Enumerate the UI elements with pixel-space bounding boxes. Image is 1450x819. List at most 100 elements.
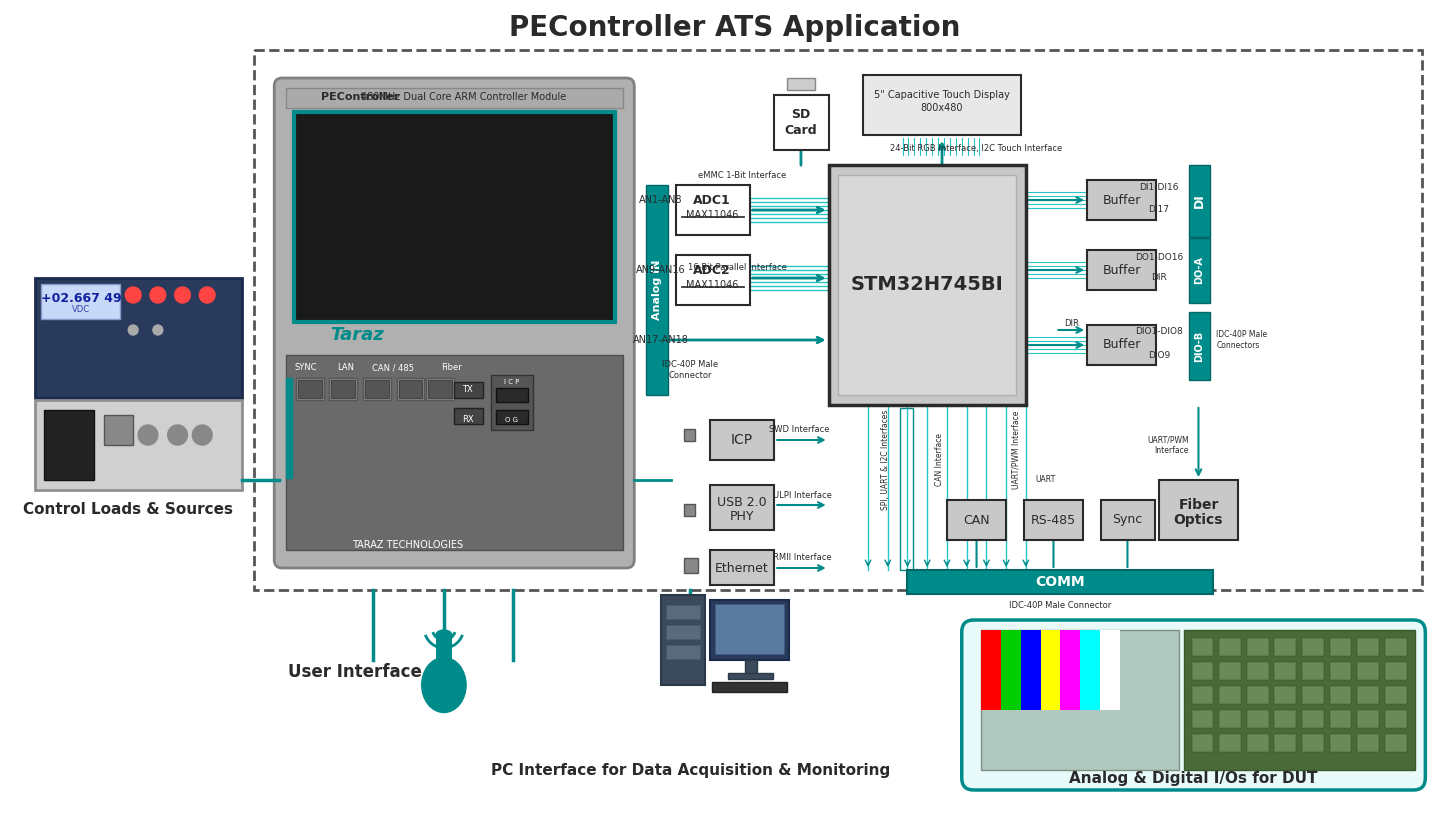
Bar (42, 284, 120, 319)
Bar (1192, 638, 1214, 656)
Bar (426, 378, 454, 400)
Bar (1330, 710, 1351, 728)
Bar (396, 378, 425, 400)
Text: RS-485: RS-485 (1031, 514, 1076, 527)
Bar (1088, 325, 1156, 365)
Text: 5" Capacitive Touch Display: 5" Capacitive Touch Display (874, 90, 1011, 100)
Bar (45, 410, 94, 480)
Bar (647, 185, 668, 395)
Text: DI17: DI17 (1148, 206, 1170, 215)
Bar (1183, 630, 1415, 770)
Bar (1219, 686, 1241, 704)
Bar (286, 355, 624, 550)
Text: Buffer: Buffer (1102, 193, 1141, 206)
Bar (666, 645, 700, 659)
Bar (715, 604, 784, 654)
Bar (1302, 638, 1324, 656)
Text: CAN Interface: CAN Interface (935, 433, 944, 486)
Text: SWD Interface: SWD Interface (768, 426, 829, 435)
Bar (399, 380, 422, 398)
Bar (296, 378, 323, 400)
Text: ADC1: ADC1 (693, 193, 731, 206)
Bar (1357, 686, 1379, 704)
Bar (899, 408, 914, 570)
Bar (1275, 638, 1296, 656)
Bar (774, 95, 828, 150)
FancyBboxPatch shape (274, 78, 634, 568)
Ellipse shape (422, 658, 465, 713)
Bar (1192, 710, 1214, 728)
Text: PEController ATS Application: PEController ATS Application (509, 14, 960, 42)
Bar (286, 88, 624, 108)
Text: IDC-40P Male
Connectors: IDC-40P Male Connectors (1217, 330, 1267, 350)
Bar (1330, 686, 1351, 704)
Text: +02.667 49: +02.667 49 (41, 292, 122, 305)
Bar (1088, 180, 1156, 220)
Text: Analog & Digital I/Os for DUT: Analog & Digital I/Os for DUT (1069, 771, 1318, 785)
Bar (1385, 662, 1406, 680)
Text: UART/PWM
Interface: UART/PWM Interface (1147, 436, 1189, 455)
Bar (947, 500, 1006, 540)
Bar (982, 630, 1000, 710)
Circle shape (174, 287, 190, 303)
Text: User Interface: User Interface (289, 663, 422, 681)
Bar (1385, 686, 1406, 704)
Text: IDC-40P Male Connector: IDC-40P Male Connector (1009, 600, 1112, 609)
Bar (365, 380, 389, 398)
Bar (1330, 734, 1351, 752)
Bar (710, 420, 774, 460)
Bar (1357, 734, 1379, 752)
Bar (1357, 638, 1379, 656)
Text: LAN: LAN (336, 364, 354, 373)
Bar (1330, 638, 1351, 656)
Text: Analog IN: Analog IN (652, 260, 663, 320)
Circle shape (199, 287, 215, 303)
Bar (982, 630, 1179, 770)
Text: DIR: DIR (1064, 319, 1079, 328)
Text: TX: TX (463, 386, 473, 395)
Bar (1041, 630, 1060, 710)
Text: PC Interface for Data Acquisition & Monitoring: PC Interface for Data Acquisition & Moni… (492, 762, 890, 777)
FancyBboxPatch shape (961, 620, 1425, 790)
Bar (436, 635, 452, 685)
Bar (683, 558, 699, 573)
Text: DIO1-DIO8: DIO1-DIO8 (1135, 328, 1183, 337)
Text: DO-A: DO-A (1195, 256, 1205, 284)
Bar (1219, 734, 1241, 752)
Text: PEController: PEController (320, 92, 399, 102)
Text: ULPI Interface: ULPI Interface (773, 491, 831, 500)
Text: DI1-DI16: DI1-DI16 (1140, 183, 1179, 192)
Bar (1385, 638, 1406, 656)
Bar (1330, 662, 1351, 680)
Text: DIO-B: DIO-B (1195, 330, 1205, 362)
Text: Taraz: Taraz (331, 326, 384, 344)
Bar (1302, 686, 1324, 704)
Text: Card: Card (784, 124, 818, 137)
Text: DIR: DIR (1151, 274, 1167, 283)
Bar (35, 278, 242, 398)
Bar (454, 408, 483, 424)
Bar (787, 78, 815, 90)
Bar (680, 286, 744, 287)
Text: MAX11046: MAX11046 (686, 210, 738, 220)
Bar (1302, 710, 1324, 728)
Text: 800x480: 800x480 (921, 103, 963, 113)
Bar (1189, 312, 1211, 380)
Bar (676, 185, 750, 235)
Bar (1275, 662, 1296, 680)
Bar (35, 400, 242, 490)
Bar (1275, 686, 1296, 704)
Bar (1192, 662, 1214, 680)
Bar (103, 415, 133, 445)
Text: ADC2: ADC2 (693, 264, 731, 277)
Text: 24-Bit RGB Interface, I2C Touch Interface: 24-Bit RGB Interface, I2C Touch Interfac… (890, 143, 1063, 152)
Text: O G: O G (506, 417, 519, 423)
Bar (712, 682, 787, 692)
Bar (1000, 630, 1021, 710)
Text: TARAZ TECHNOLOGIES: TARAZ TECHNOLOGIES (352, 540, 463, 550)
Text: Buffer: Buffer (1102, 264, 1141, 277)
Bar (666, 605, 700, 619)
Text: Optics: Optics (1173, 513, 1224, 527)
Bar (297, 380, 322, 398)
Bar (676, 255, 750, 305)
